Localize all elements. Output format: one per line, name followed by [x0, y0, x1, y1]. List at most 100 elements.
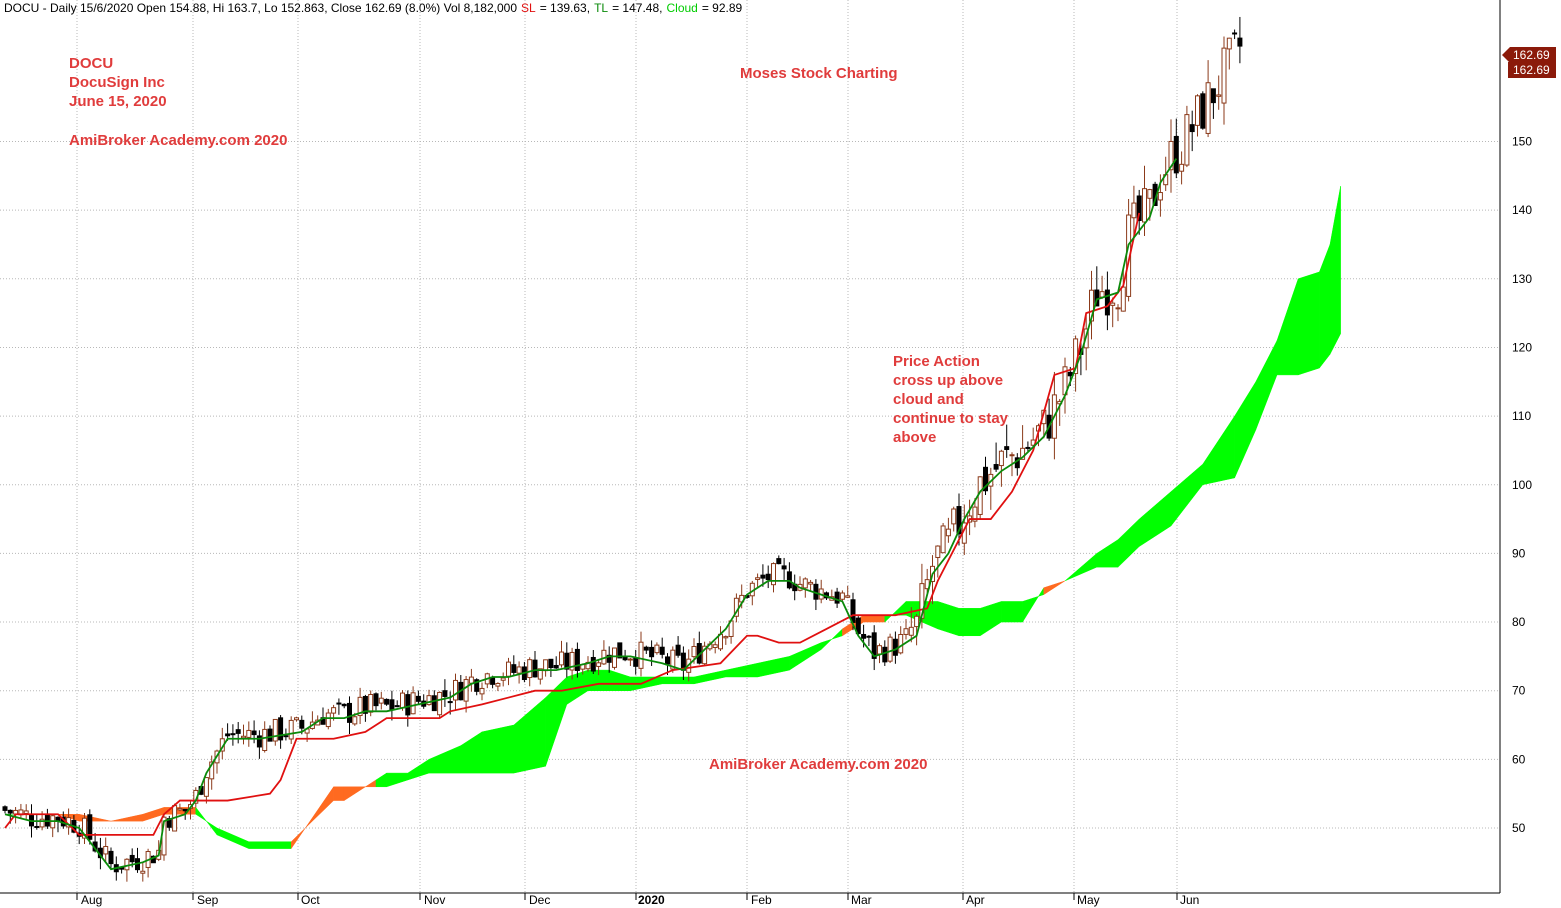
candle-body	[235, 729, 241, 734]
header-text: DOCU - Daily 15/6/2020 Open 154.88, Hi 1…	[4, 1, 743, 15]
candle-body	[877, 645, 882, 655]
candle-body	[834, 591, 840, 604]
cloud-segment	[958, 608, 981, 637]
price-action-line-4: continue to stay	[893, 410, 1009, 427]
candle-body	[1110, 302, 1116, 306]
date-annotation: June 15, 2020	[69, 93, 167, 110]
cloud-segment	[1319, 244, 1331, 369]
sl-line	[4, 212, 1141, 836]
candle-body	[956, 506, 962, 535]
candle-body	[1157, 192, 1163, 201]
candle-body	[246, 729, 252, 738]
candle-body	[808, 581, 814, 585]
y-tick-label: 50	[1512, 821, 1526, 835]
candle-body	[82, 817, 87, 839]
cloud-segment	[1138, 491, 1172, 547]
candle-body	[935, 545, 941, 558]
candle-body	[755, 577, 761, 580]
candle-body	[945, 528, 951, 537]
tl-line	[4, 158, 1178, 871]
price-action-line-5: above	[893, 429, 936, 446]
candle-body	[129, 854, 135, 863]
cloud-segment	[1297, 271, 1320, 376]
x-tick-label: Feb	[751, 893, 772, 907]
candle-body	[431, 695, 437, 712]
candle-body	[378, 697, 384, 704]
candle-body	[506, 661, 511, 677]
candle-body	[612, 647, 617, 668]
cloud-segment	[1202, 415, 1235, 486]
candle-body	[384, 698, 390, 705]
candle-body	[331, 707, 337, 714]
candle-body	[373, 693, 379, 707]
candle-body	[495, 682, 501, 687]
candle-body	[548, 658, 554, 669]
candle-body	[553, 664, 559, 669]
candle-body	[802, 578, 808, 589]
cloud-segment	[608, 669, 631, 691]
candle-body	[786, 571, 792, 589]
price-action-line-1: Price Action	[893, 353, 980, 370]
candle-body	[983, 466, 988, 492]
candle-body	[272, 718, 278, 742]
candle-body	[357, 696, 363, 717]
candle-body	[389, 699, 395, 710]
candle-body	[1226, 37, 1232, 50]
candle-body	[951, 508, 957, 525]
candle-body	[1009, 454, 1015, 457]
candle-body	[532, 659, 538, 678]
candle-body	[362, 695, 368, 714]
cloud-segment	[460, 731, 483, 774]
candle-body	[437, 691, 443, 716]
x-tick-label: Aug	[81, 893, 102, 907]
y-tick-label: 70	[1512, 684, 1526, 698]
candle-body	[845, 595, 851, 598]
candle-body	[723, 636, 729, 639]
x-tick-label: Jun	[1180, 893, 1199, 907]
candle-body	[182, 808, 188, 812]
candle-body	[781, 565, 787, 570]
candle-body	[299, 719, 305, 729]
candle-body	[596, 662, 602, 667]
candle-body	[643, 646, 649, 651]
cloud-segment	[937, 601, 960, 637]
cloud-segment	[290, 786, 334, 850]
candle-body	[1221, 47, 1227, 104]
ticker-annotation: DOCU	[69, 55, 113, 72]
y-tick-label: 120	[1512, 340, 1532, 354]
candle-body	[103, 845, 109, 855]
candle-body	[771, 563, 776, 586]
ichimoku-cloud	[5, 186, 1341, 850]
candle-body	[1147, 189, 1153, 199]
indicator-lines	[4, 158, 1178, 871]
cloud-segment	[725, 662, 758, 678]
candle-body	[1136, 195, 1142, 221]
candle-body	[712, 644, 718, 649]
candle-body	[882, 646, 888, 663]
y-tick-label: 80	[1512, 615, 1526, 629]
candle-body	[453, 679, 458, 701]
last-price-tag: 162.69 162.69	[1502, 47, 1556, 78]
candle-body	[140, 870, 146, 874]
candle-body	[606, 654, 612, 663]
candle-body	[617, 642, 623, 659]
cloud-segment	[513, 697, 546, 774]
candle-body	[283, 735, 289, 738]
candle-body	[861, 633, 867, 639]
candle-body	[426, 695, 432, 706]
candle-body	[490, 676, 496, 685]
candle-body	[294, 717, 299, 721]
candle-body	[1195, 95, 1200, 126]
candle-body	[336, 702, 342, 705]
candle-body	[442, 690, 448, 697]
x-tick-label: Mar	[851, 893, 872, 907]
cloud-segment	[661, 676, 695, 685]
candle-body	[839, 592, 845, 600]
y-tick-label: 60	[1512, 752, 1526, 766]
candle-body	[474, 679, 480, 692]
candle-body	[654, 644, 660, 654]
cloud-segment	[884, 600, 907, 623]
candle-body	[908, 626, 914, 636]
candle-body	[352, 716, 358, 725]
